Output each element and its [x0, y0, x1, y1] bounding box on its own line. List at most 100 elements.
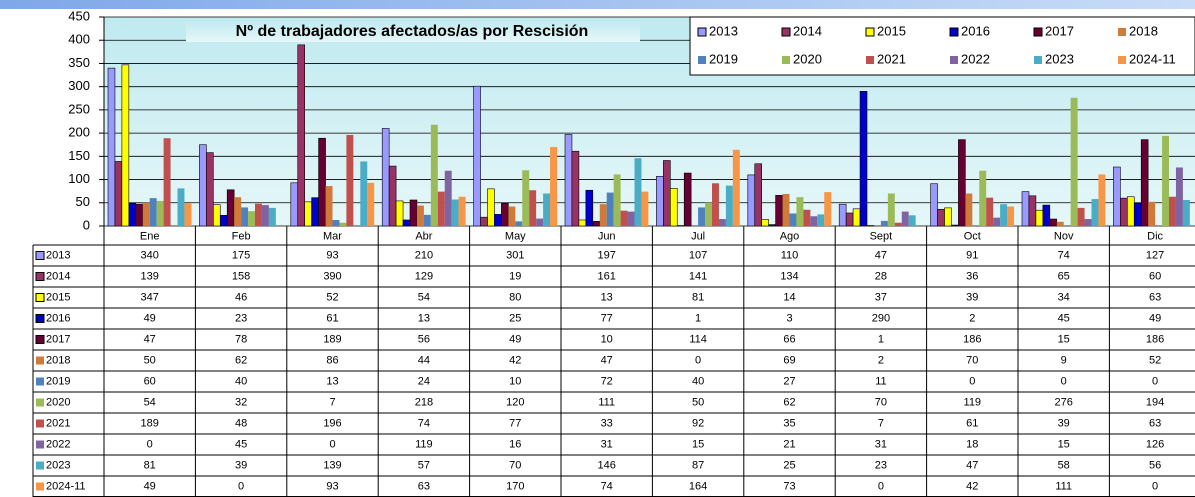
bar [1148, 201, 1156, 226]
table-swatch [36, 398, 44, 407]
table-row-label: 2023 [46, 459, 70, 471]
table-cell: 81 [692, 291, 704, 303]
legend-label: 2015 [877, 23, 906, 38]
bar [430, 124, 438, 226]
table-cell: 47 [144, 333, 156, 345]
table-cell: 2 [878, 354, 884, 366]
y-tick-label: 200 [68, 125, 90, 140]
table-cell: 60 [144, 375, 156, 387]
table-cell: 63 [418, 480, 430, 492]
x-tick-label: May [505, 230, 526, 242]
bar [128, 202, 137, 227]
table-cell: 120 [506, 396, 524, 408]
bar [824, 192, 832, 226]
table-cell: 276 [1055, 396, 1073, 408]
bar [901, 211, 909, 226]
table-cell: 81 [144, 459, 156, 471]
bar [107, 67, 116, 227]
y-tick-label: 450 [68, 8, 90, 23]
bar [775, 195, 783, 227]
table-cell: 28 [875, 270, 887, 282]
table-cell: 290 [872, 312, 890, 324]
bar [234, 197, 242, 226]
table-cell: 46 [235, 291, 247, 303]
legend-label: 2023 [1045, 51, 1074, 66]
table-cell: 63 [1149, 417, 1161, 429]
bar [663, 160, 671, 227]
table-cell: 16 [509, 438, 521, 450]
bar [958, 139, 966, 227]
bar [698, 207, 706, 226]
table-swatch [35, 272, 45, 281]
bar [451, 199, 459, 226]
bar [669, 188, 678, 227]
table-cell: 35 [783, 417, 795, 429]
table-cell: 50 [692, 396, 704, 408]
legend-label: 2020 [793, 51, 822, 66]
table-cell: 45 [235, 438, 247, 450]
table-cell: 37 [875, 291, 887, 303]
bar [599, 204, 607, 226]
bar [226, 189, 235, 227]
bar [887, 193, 895, 226]
bar [423, 214, 431, 226]
top-strip [0, 0, 1195, 9]
bar [845, 212, 854, 227]
table-cell: 10 [509, 375, 521, 387]
legend-swatch [697, 27, 707, 37]
table-cell: 39 [235, 459, 247, 471]
table-cell: 110 [781, 249, 799, 261]
bar [1007, 206, 1014, 226]
table-cell: 21 [783, 438, 795, 450]
bar [501, 202, 509, 227]
table-cell: 74 [418, 417, 430, 429]
bar [529, 190, 537, 226]
bar [656, 176, 664, 227]
table-cell: 146 [598, 459, 616, 471]
legend-label: 2014 [793, 23, 822, 38]
bar [620, 210, 628, 226]
bar [1169, 196, 1176, 226]
table-cell: 189 [323, 333, 341, 345]
y-tick-label: 50 [76, 194, 90, 209]
table-cell: 158 [232, 270, 250, 282]
table-cell: 0 [1061, 375, 1067, 387]
legend-label: 2017 [1045, 23, 1074, 38]
table-cell: 0 [329, 438, 335, 450]
bar [930, 183, 938, 227]
bar [1098, 174, 1106, 226]
bar [367, 182, 375, 226]
table-swatch [36, 461, 44, 470]
table-cell: 15 [1058, 438, 1070, 450]
bar [1056, 221, 1064, 226]
table-cell: 54 [418, 291, 430, 303]
table-cell: 23 [875, 459, 887, 471]
x-tick-label: Nov [1054, 230, 1074, 242]
table-cell: 127 [1146, 249, 1164, 261]
table-row-label: 2016 [46, 312, 70, 324]
table-cell: 19 [509, 270, 521, 282]
bar [213, 204, 221, 227]
bar [409, 199, 418, 227]
table-swatch [36, 356, 44, 365]
table-cell: 10 [601, 333, 613, 345]
bar [332, 219, 340, 226]
table-cell: 77 [601, 312, 613, 324]
bar [712, 183, 719, 226]
bar [796, 197, 804, 226]
table-swatch [35, 251, 45, 260]
bar [219, 215, 228, 227]
table-cell: 54 [144, 396, 156, 408]
table-cell: 7 [878, 417, 884, 429]
table-cell: 141 [689, 270, 707, 282]
table-cell: 66 [783, 333, 795, 345]
bar [838, 203, 847, 227]
bar [522, 170, 530, 226]
table-cell: 0 [1152, 375, 1158, 387]
legend-swatch [1118, 56, 1126, 64]
bar [634, 158, 642, 226]
x-tick-label: Mar [323, 230, 342, 242]
x-tick-label: Oct [964, 230, 981, 242]
bar [550, 147, 557, 226]
bar [1127, 196, 1135, 227]
